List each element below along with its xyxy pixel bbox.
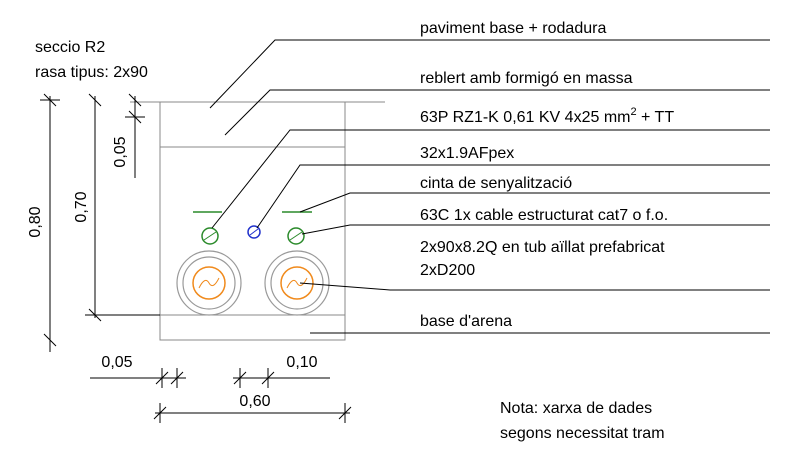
trench bbox=[130, 101, 385, 341]
label-sup: 2 bbox=[630, 106, 636, 118]
dimension: 0,05 bbox=[101, 354, 132, 371]
label: 63C 1x cable estructurat cat7 o f.o. bbox=[420, 207, 668, 224]
label: 2xD200 bbox=[420, 262, 475, 279]
label: reblert amb formigó en massa bbox=[420, 70, 633, 87]
dimension: 0,10 bbox=[286, 354, 317, 371]
label: 32x1.9AFpex bbox=[420, 145, 514, 162]
dimension: 0,60 bbox=[239, 393, 270, 410]
label: paviment base + rodadura bbox=[420, 20, 606, 37]
dimension: 0,70 bbox=[73, 191, 90, 222]
title: rasa tipus: 2x90 bbox=[35, 64, 148, 81]
label: 63P RZ1-K 0,61 KV 4x25 mm2 + TT bbox=[420, 106, 674, 126]
leaders bbox=[209, 39, 770, 334]
dimension: 0,80 bbox=[27, 206, 44, 237]
label-text: 63P RZ1-K 0,61 KV 4x25 mm bbox=[420, 109, 630, 126]
dimension: 0,05 bbox=[112, 136, 129, 167]
note: segons necessitat tram bbox=[500, 425, 665, 442]
label: 2x90x8.2Q en tub aïllat prefabricat bbox=[420, 239, 665, 256]
title: seccio R2 bbox=[35, 39, 105, 56]
label-text: + TT bbox=[637, 109, 675, 126]
note: Nota: xarxa de dades bbox=[500, 400, 652, 417]
label: base d'arena bbox=[420, 313, 512, 330]
label: cinta de senyalització bbox=[420, 175, 572, 192]
dimension-lines bbox=[40, 93, 352, 423]
